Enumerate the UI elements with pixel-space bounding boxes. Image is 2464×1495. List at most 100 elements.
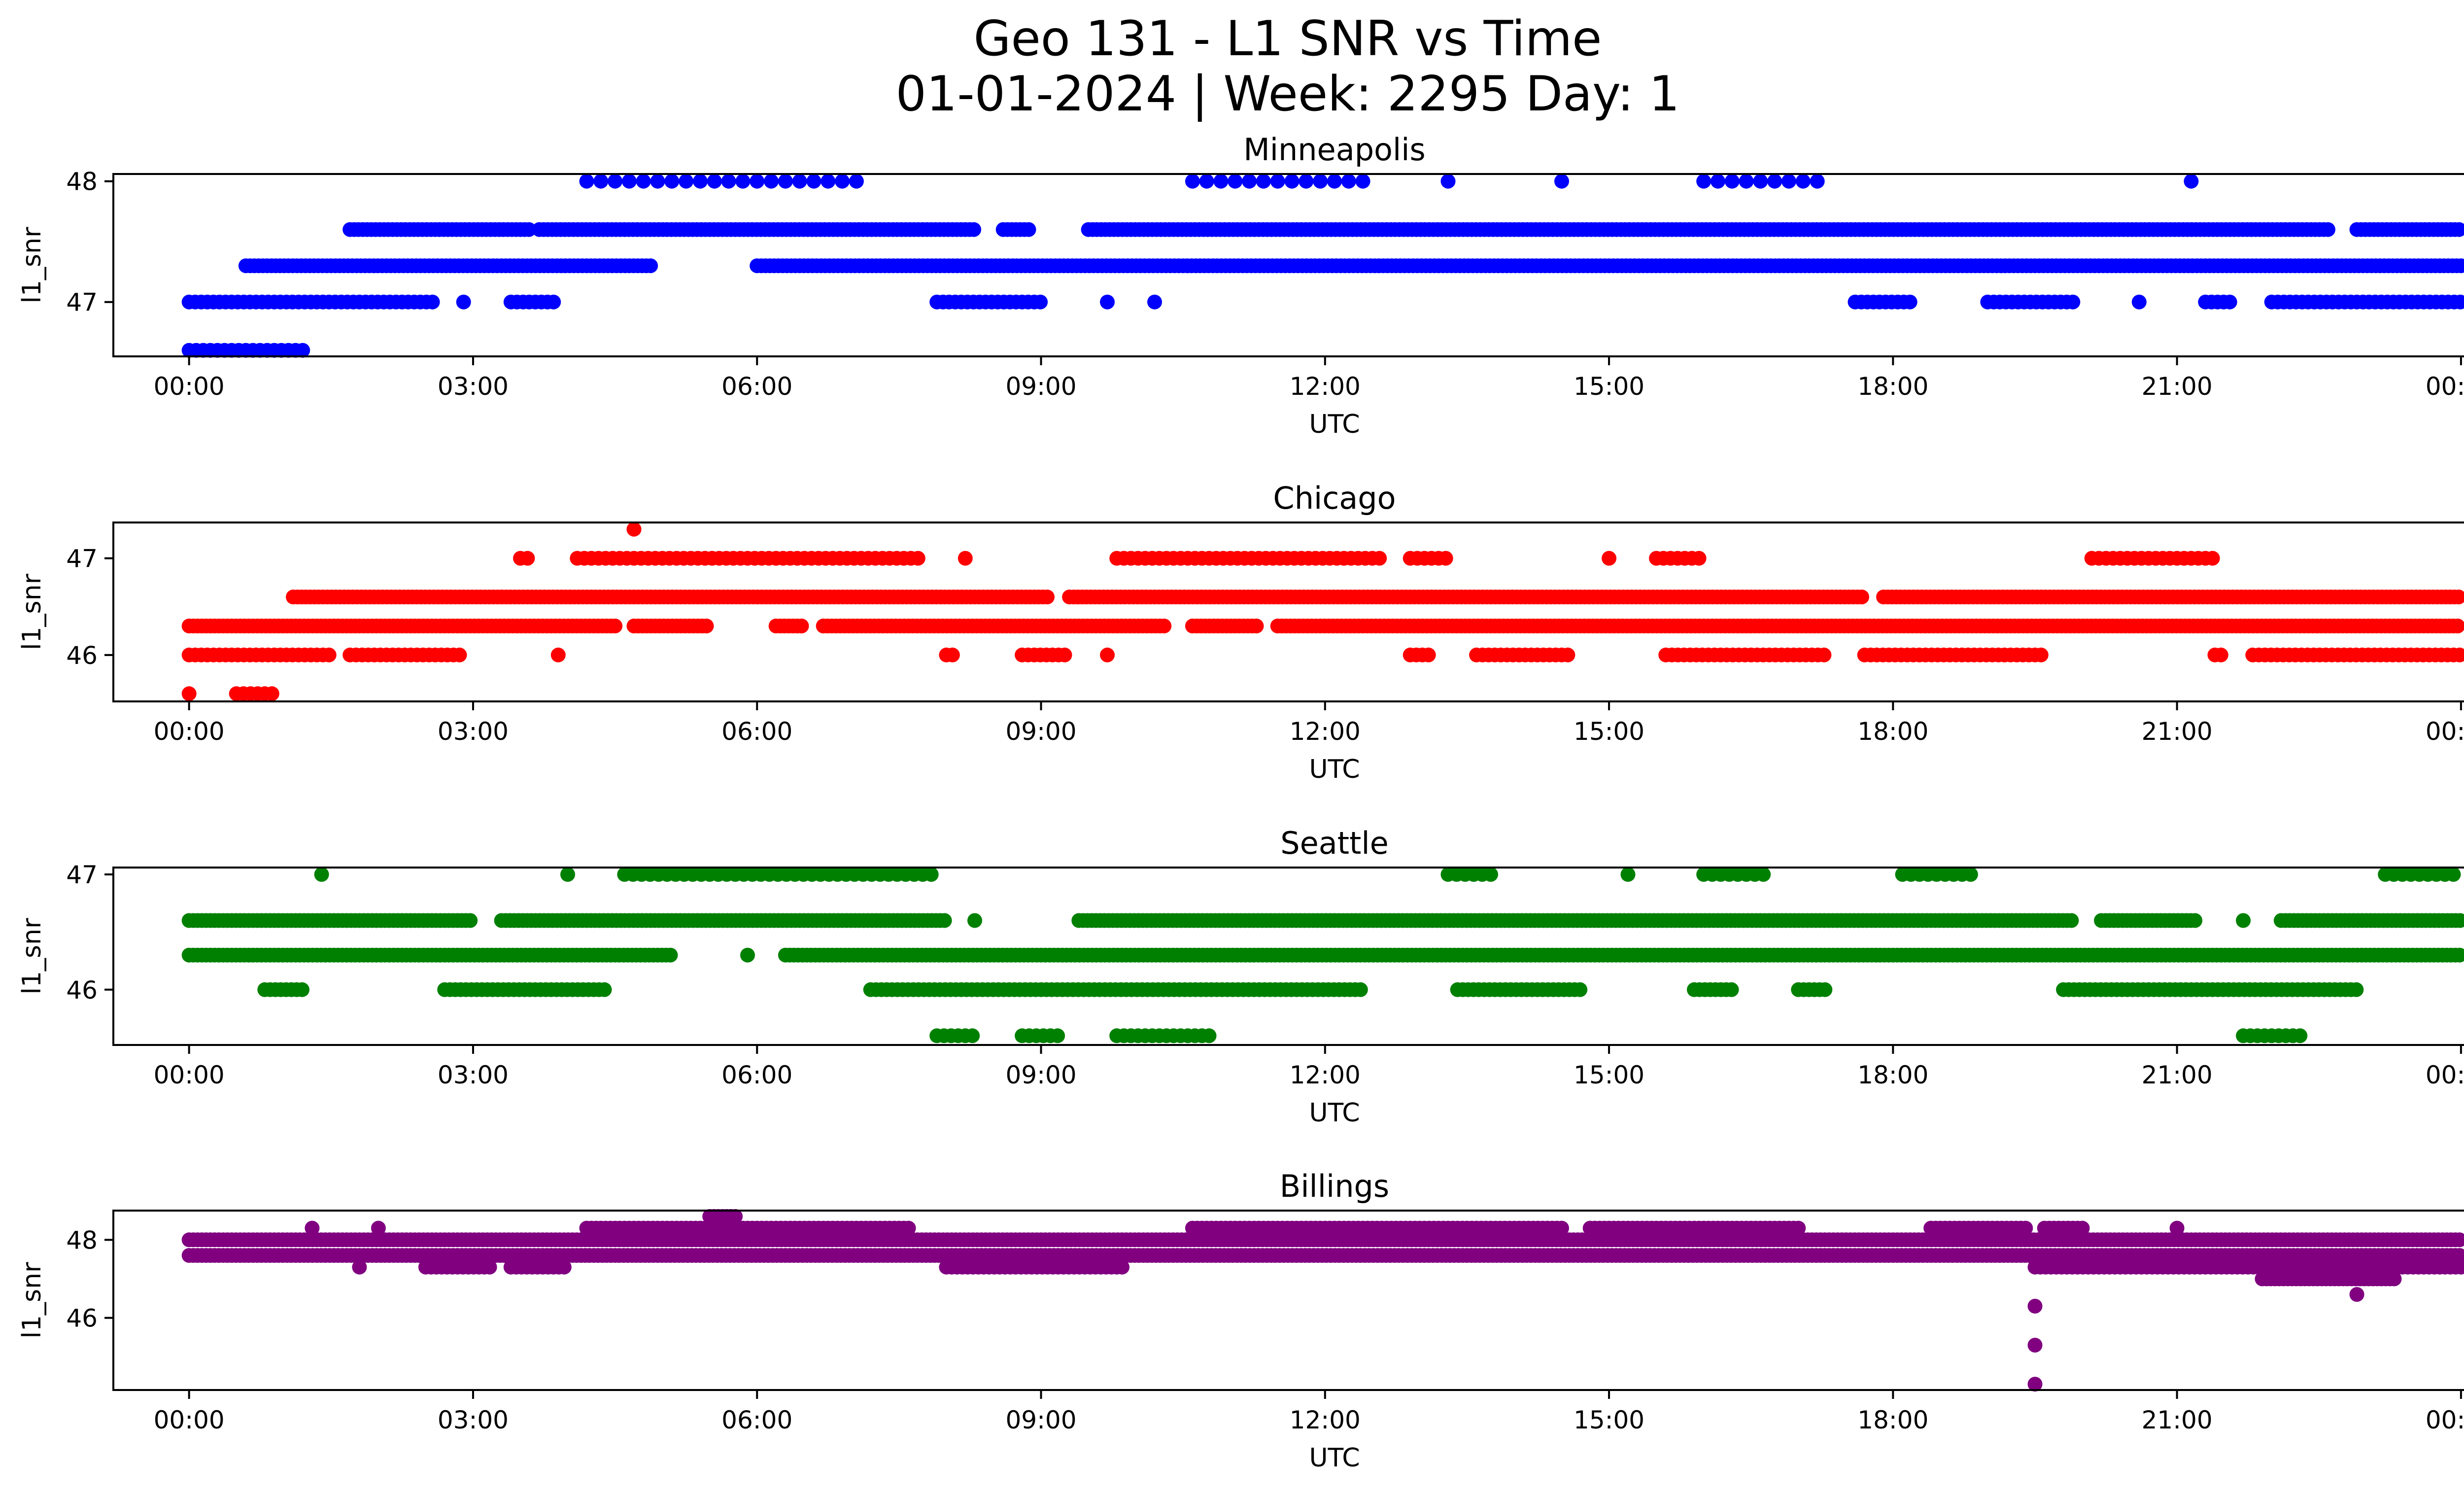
- x-tick-label: 15:00: [1574, 372, 1644, 401]
- scatter-points: [181, 1209, 2464, 1392]
- data-point: [1021, 222, 1036, 237]
- y-tick-label: 48: [66, 168, 98, 196]
- data-point: [764, 174, 779, 189]
- x-axis-label: UTC: [1309, 1098, 1360, 1128]
- data-point: [626, 522, 642, 537]
- data-point: [1724, 982, 1739, 997]
- data-point: [794, 619, 809, 633]
- data-point: [1355, 174, 1370, 189]
- x-tick-label: 09:00: [1005, 372, 1076, 401]
- x-tick-label: 03:00: [438, 372, 509, 401]
- data-point: [693, 174, 708, 189]
- figure-title: Geo 131 - L1 SNR vs Time: [973, 11, 1602, 67]
- x-tick-label: 09:00: [1005, 717, 1076, 746]
- x-tick-label: 21:00: [2142, 1061, 2213, 1089]
- data-point: [1711, 174, 1725, 189]
- data-point: [1213, 174, 1229, 189]
- data-point: [1185, 174, 1200, 189]
- data-point: [966, 222, 982, 237]
- data-point: [958, 551, 973, 566]
- data-point: [1902, 294, 1917, 310]
- data-point: [425, 294, 440, 310]
- data-point: [2451, 590, 2464, 605]
- data-point: [2452, 222, 2464, 237]
- data-point: [650, 174, 665, 189]
- data-point: [735, 174, 751, 189]
- data-point: [181, 686, 197, 701]
- data-point: [924, 867, 939, 882]
- x-tick-label: 03:00: [438, 1061, 509, 1089]
- x-tick-label: 00:00: [2426, 717, 2464, 746]
- data-point: [740, 947, 755, 963]
- x-tick-label: 00:00: [2426, 372, 2464, 401]
- data-point: [1147, 294, 1162, 310]
- data-point: [314, 867, 329, 882]
- data-point: [2131, 294, 2147, 310]
- data-point: [1816, 647, 1832, 662]
- data-point: [621, 174, 637, 189]
- data-point: [2205, 551, 2220, 566]
- y-axis-label: l1_snr: [17, 227, 47, 304]
- scatter-points: [181, 522, 2464, 701]
- data-point: [2453, 294, 2464, 310]
- figure-subtitle: 01-01-2024 | Week: 2295 Day: 1: [895, 66, 1680, 122]
- data-point: [1341, 174, 1356, 189]
- subplot-title: Billings: [1280, 1168, 1389, 1204]
- data-point: [1256, 174, 1271, 189]
- data-point: [2453, 258, 2464, 274]
- x-tick-label: 15:00: [1574, 717, 1644, 746]
- data-point: [721, 174, 736, 189]
- data-point: [579, 174, 594, 189]
- data-point: [945, 647, 960, 662]
- data-point: [1100, 294, 1115, 310]
- data-point: [1739, 174, 1754, 189]
- data-point: [1854, 590, 1869, 605]
- data-point: [1299, 174, 1314, 189]
- data-point: [597, 982, 612, 997]
- data-point: [608, 174, 623, 189]
- data-point: [2184, 174, 2199, 189]
- data-point: [1767, 174, 1782, 189]
- x-tick-label: 18:00: [1857, 1061, 1928, 1089]
- data-point: [1724, 174, 1740, 189]
- y-tick-label: 46: [66, 976, 98, 1005]
- data-point: [699, 619, 714, 633]
- data-point: [1483, 867, 1498, 882]
- data-point: [2213, 647, 2228, 662]
- data-point: [593, 174, 609, 189]
- data-point: [967, 913, 982, 928]
- axes-frame: [112, 522, 2464, 702]
- data-point: [1602, 551, 1617, 566]
- y-axis-label: l1_snr: [17, 573, 47, 650]
- data-point: [295, 343, 310, 358]
- data-point: [2293, 1028, 2308, 1043]
- data-point: [636, 174, 651, 189]
- data-point: [456, 294, 471, 310]
- data-point: [965, 1028, 980, 1043]
- x-tick-label: 15:00: [1574, 1061, 1644, 1089]
- data-point: [2349, 982, 2364, 997]
- data-point: [2065, 294, 2081, 310]
- data-point: [2450, 619, 2464, 633]
- x-tick-label: 12:00: [1290, 1061, 1361, 1089]
- data-point: [1033, 294, 1048, 310]
- x-tick-label: 18:00: [1857, 717, 1928, 746]
- data-point: [521, 222, 537, 237]
- x-axis-label: UTC: [1309, 755, 1360, 784]
- data-point: [1554, 174, 1569, 189]
- data-point: [835, 174, 850, 189]
- x-tick-label: 00:00: [154, 372, 225, 401]
- data-point: [1438, 551, 1453, 566]
- data-point: [295, 982, 309, 997]
- data-point: [1284, 174, 1300, 189]
- data-point: [643, 258, 658, 274]
- x-tick-label: 18:00: [1857, 372, 1928, 401]
- data-point: [1810, 174, 1825, 189]
- data-point: [1228, 174, 1243, 189]
- data-point: [679, 174, 694, 189]
- data-point: [321, 647, 337, 662]
- data-point: [1817, 982, 1833, 997]
